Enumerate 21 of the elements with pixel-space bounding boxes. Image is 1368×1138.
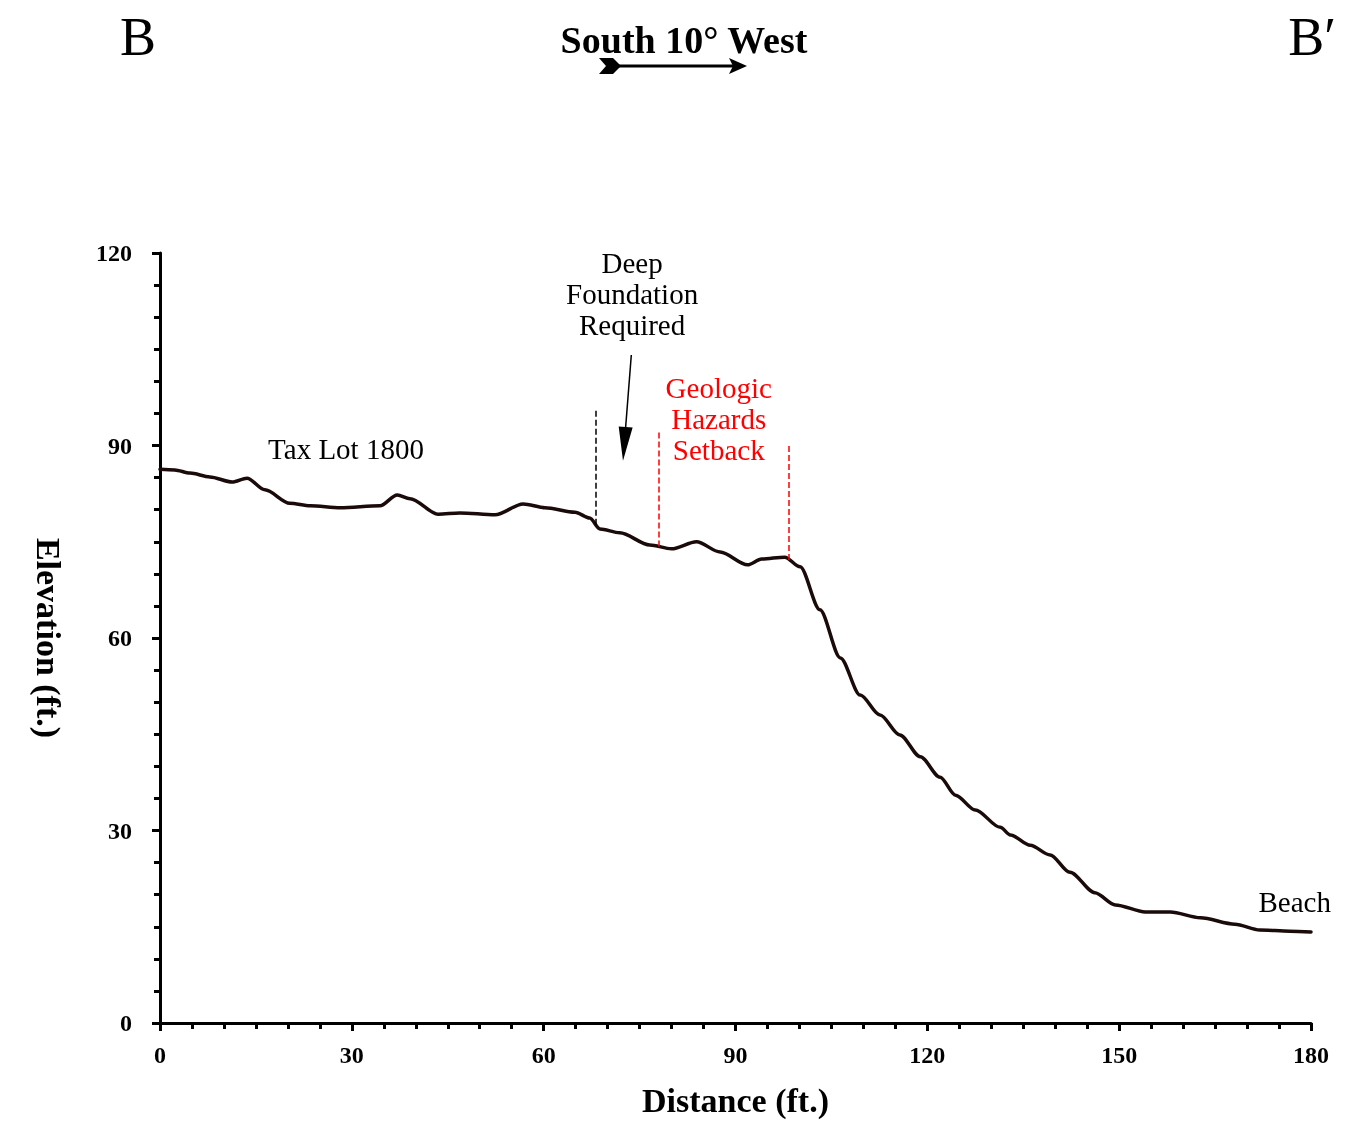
x-tick-label: 180 [1293, 1042, 1329, 1068]
y-tick-label: 30 [108, 817, 132, 844]
x-tick-label: 30 [339, 1042, 364, 1068]
x-tick-label: 0 [154, 1042, 166, 1068]
annotation: Tax Lot 1800 [268, 433, 424, 465]
x-axis-title: Distance (ft.) [642, 1081, 829, 1120]
x-tick-label: 90 [723, 1042, 748, 1068]
x-tick-label: 120 [909, 1042, 946, 1068]
text: B [120, 7, 157, 67]
y-axis-title: Elevation (ft.) [28, 537, 67, 739]
text: B′ [1288, 7, 1337, 67]
y-tick-label: 0 [120, 1010, 132, 1036]
x-tick-label: 150 [1101, 1042, 1138, 1068]
y-tick-label: 60 [108, 625, 132, 651]
ref-line-label: Deep Foundation Required [566, 247, 699, 342]
annotation: Beach [1258, 886, 1332, 918]
y-tick-label: 90 [108, 432, 132, 459]
y-tick-label: 120 [96, 240, 132, 266]
x-tick-label: 60 [531, 1042, 556, 1068]
ref-line-label: Geologic Hazards Setback [665, 372, 772, 467]
chart-title: South 10° West [560, 19, 808, 61]
